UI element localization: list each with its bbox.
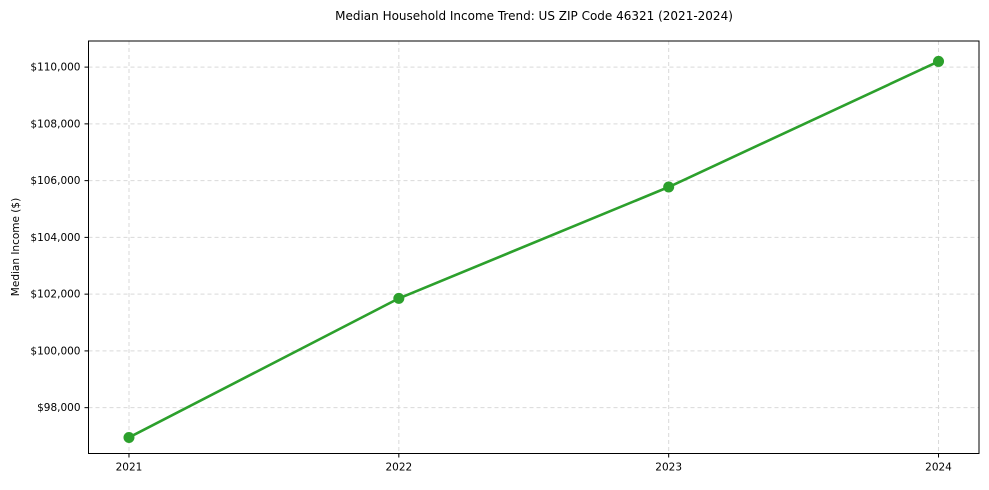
plot-border bbox=[88, 40, 980, 454]
y-tick-label: $108,000 bbox=[30, 118, 80, 130]
y-tick-label: $98,000 bbox=[37, 402, 80, 414]
x-tick-label: 2021 bbox=[116, 462, 143, 474]
data-point-marker bbox=[123, 431, 135, 443]
x-tick-label: 2024 bbox=[925, 462, 952, 474]
data-point-marker bbox=[393, 292, 405, 304]
y-tick-label: $100,000 bbox=[30, 345, 80, 357]
data-point-marker bbox=[663, 181, 675, 193]
y-tick-label: $104,000 bbox=[30, 232, 80, 244]
y-tick-label: $102,000 bbox=[30, 289, 80, 301]
data-point-marker bbox=[933, 55, 945, 67]
y-tick-label: $106,000 bbox=[30, 175, 80, 187]
y-tick-label: $110,000 bbox=[30, 62, 80, 74]
chart-title: Median Household Income Trend: US ZIP Co… bbox=[335, 9, 733, 23]
x-tick-label: 2022 bbox=[385, 462, 412, 474]
x-tick-label: 2023 bbox=[655, 462, 682, 474]
trend-line bbox=[127, 60, 940, 439]
